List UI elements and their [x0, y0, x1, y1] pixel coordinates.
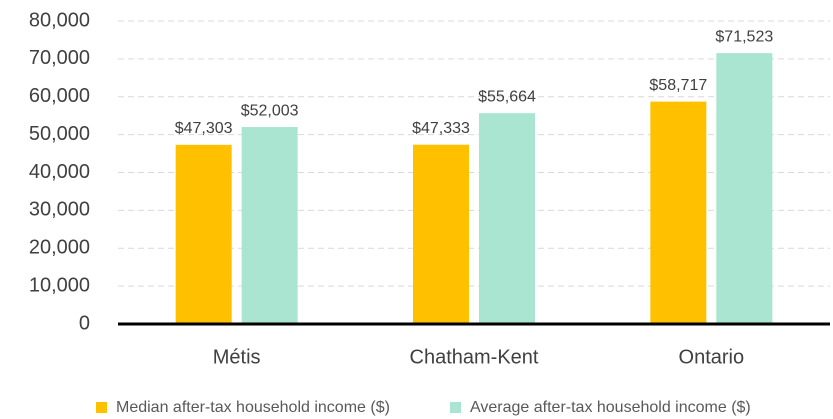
y-tick-label: 20,000	[29, 237, 90, 259]
y-tick-label: 10,000	[29, 274, 90, 296]
x-tick-label: Métis	[213, 346, 261, 368]
x-tick-label: Ontario	[679, 346, 745, 368]
bar	[650, 101, 707, 324]
bar	[716, 53, 773, 325]
data-label: $47,333	[412, 120, 470, 137]
y-tick-label: 50,000	[29, 123, 90, 145]
legend-swatch	[450, 402, 461, 413]
bar	[479, 113, 535, 324]
legend-label: Median after-tax household income ($)	[116, 399, 390, 416]
y-tick-label: 70,000	[29, 47, 90, 69]
data-label: $58,717	[649, 77, 707, 94]
y-tick-label: 80,000	[29, 9, 90, 31]
data-label: $47,303	[175, 120, 233, 137]
y-tick-label: 60,000	[29, 85, 90, 107]
bar	[241, 127, 298, 324]
y-tick-label: 0	[79, 312, 90, 334]
data-label: $55,664	[478, 88, 536, 105]
y-tick-label: 40,000	[29, 161, 90, 183]
y-tick-label: 30,000	[29, 199, 90, 221]
bar	[175, 144, 232, 324]
legend-swatch	[96, 402, 107, 413]
x-tick-label: Chatham-Kent	[410, 346, 539, 368]
data-label: $71,523	[715, 28, 773, 45]
bar	[413, 144, 469, 324]
data-label: $52,003	[241, 102, 299, 119]
legend-label: Average after-tax household income ($)	[470, 399, 751, 416]
